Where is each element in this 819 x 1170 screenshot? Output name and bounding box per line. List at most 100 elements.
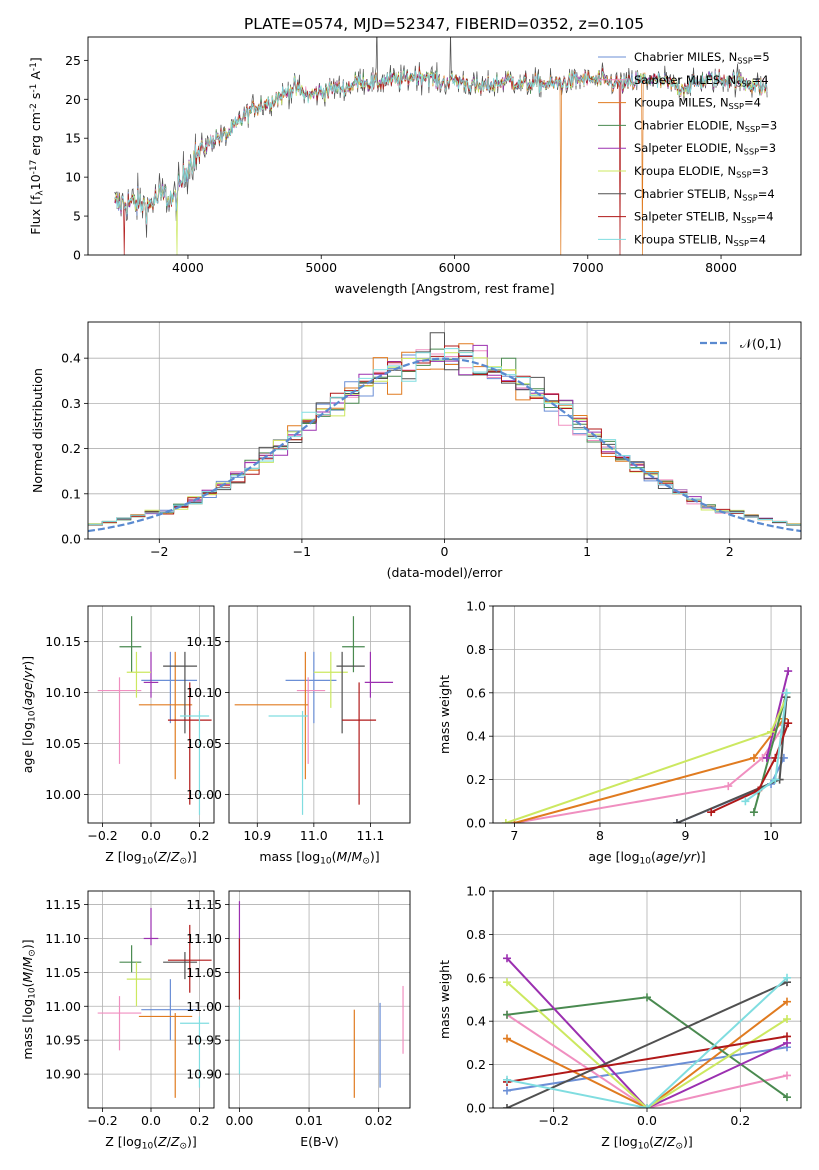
y-tick-label: 11.00	[186, 999, 222, 1014]
errorbar-salpeter-stelib	[342, 682, 377, 805]
weight-marker	[501, 819, 510, 823]
y-tick-label: 10.00	[45, 787, 81, 802]
chart-weight-vs-age: 7 8 9 10 0.0 0.2 0.4 0.6 0.8 1.0 age [log10​(age/y…	[437, 599, 802, 867]
y-tick-label: 11.00	[45, 999, 81, 1014]
plot-area	[97, 616, 212, 815]
y-axis-label: mass [log10​(M/M⊙​)]	[20, 939, 38, 1059]
x-axis-label: (data-model)/error	[387, 565, 504, 580]
y-axis-label: mass weight	[437, 675, 452, 754]
weight-line	[506, 1035, 788, 1083]
errorbar-kroupa-miles	[138, 1013, 193, 1098]
x-tick-label: 11.0	[300, 828, 328, 843]
y-tick-label: 5	[73, 209, 81, 224]
y-tick-label: 1.0	[466, 599, 486, 614]
errorbar-kroupa-elodie	[126, 651, 151, 698]
x-tick-label: 1	[583, 544, 591, 559]
weight-line	[676, 697, 788, 823]
y-tick-label: 0.4	[61, 351, 81, 366]
weight-line-kroupa-stelib	[741, 688, 791, 806]
weight-marker	[767, 727, 776, 736]
legend-entry: Kroupa MILES, NSSP=4	[634, 96, 761, 112]
x-axis-label: Z [log10​(Z/Z⊙​)]	[105, 849, 197, 867]
weight-marker	[782, 688, 791, 697]
y-tick-label: 10.90	[186, 1067, 222, 1082]
x-tick-label: −1	[293, 544, 311, 559]
x-tick-label: 11.1	[356, 828, 384, 843]
x-tick-label: 5000	[305, 260, 337, 275]
plot-area	[88, 332, 801, 533]
legend-entry: Salpeter MILES, NSSP=4	[634, 73, 769, 89]
x-axis-label: mass [log10​(M/M⊙​)]	[259, 849, 379, 867]
y-tick-label: 0.6	[466, 685, 486, 700]
y-tick-label: 10.10	[45, 685, 81, 700]
y-tick-label: 0.8	[466, 642, 486, 657]
errorbar-salpeter-miles	[296, 677, 326, 764]
plot-area	[238, 901, 404, 1098]
chart-spectrum: 4000 5000 6000 7000 8000 0 5 10 15 20 25 wavelength…	[28, 36, 802, 296]
y-axis-label: Flux [fλ​10-17​ erg cm-2​ s-1​ A-1​]	[28, 57, 46, 235]
y-tick-label: 11.15	[45, 897, 81, 912]
weight-line	[506, 1046, 788, 1092]
y-tick-label: 10.95	[186, 1033, 222, 1048]
errorbar-chabrier-elodie	[119, 616, 142, 673]
x-axis-label: wavelength [Angstrom, rest frame]	[334, 281, 554, 296]
chart-weight-vs-Z: −0.2 0.0 0.2 0.0 0.2 0.4 0.6 0.8 1.0 Z [log10​(Z/…	[437, 884, 802, 1152]
y-tick-label: 11.10	[45, 931, 81, 946]
weight-marker	[503, 1010, 511, 1019]
spectrum-line-chabrier-stelib	[114, 37, 768, 238]
weight-marker	[783, 997, 791, 1006]
chart-age-vs-mass: 10.9 11.0 11.1 10.00 10.05 10.10 10.15 mass [lo…	[186, 605, 411, 867]
y-axis-label: age [log10​(age/yr)]	[20, 656, 38, 773]
weight-marker	[503, 978, 511, 987]
weight-line-salpeter-elodie	[762, 667, 793, 762]
grid	[229, 606, 410, 823]
errorbar-salpeter-elodie	[364, 651, 394, 698]
y-tick-label: 0.3	[61, 396, 81, 411]
y-tick-label: 10.90	[45, 1067, 81, 1082]
plot-area	[503, 954, 791, 1108]
x-tick-label: −0.2	[87, 1113, 117, 1128]
y-tick-label: 11.15	[186, 897, 222, 912]
errorbar-salpeter-miles	[97, 677, 142, 764]
errorbar-chabrier-stelib	[163, 952, 198, 980]
y-axis-label: mass weight	[437, 960, 452, 1039]
errorbar-chabrier-elodie	[342, 616, 365, 673]
y-tick-label: 15	[65, 131, 81, 146]
y-tick-label: 0.0	[61, 532, 81, 547]
weight-marker	[783, 1032, 791, 1041]
errorbar-salpeter-miles	[97, 996, 142, 1051]
x-tick-label: 0.2	[190, 828, 210, 843]
y-axis-label: Normed distribution	[30, 368, 45, 493]
plot-area	[97, 907, 212, 1098]
x-tick-label: 0.0	[637, 1113, 657, 1128]
legend-entry: Salpeter ELODIE, NSSP=3	[634, 141, 776, 157]
y-tick-label: 11.10	[186, 931, 222, 946]
y-tick-label: 0.6	[466, 970, 486, 985]
weight-marker	[503, 1104, 511, 1108]
y-tick-label: 0	[73, 248, 81, 263]
y-tick-label: 0.1	[61, 486, 81, 501]
legend-entry: Kroupa ELODIE, NSSP=3	[634, 164, 769, 180]
weight-line	[506, 957, 788, 1108]
y-tick-label: 10.05	[45, 736, 81, 751]
weight-marker	[784, 719, 793, 728]
legend-entry: Chabrier STELIB, NSSP=4	[634, 187, 775, 203]
errorbar-chabrier-miles	[285, 651, 337, 724]
x-tick-label: 2	[726, 544, 734, 559]
legend-entry: Salpeter STELIB, NSSP=4	[634, 210, 774, 226]
weight-line	[765, 670, 790, 759]
errorbar-chabrier-elodie	[119, 945, 142, 973]
x-axis-label: Z [log10​(Z/Z⊙​)]	[601, 1134, 693, 1152]
grid	[493, 605, 801, 824]
normal-curve	[88, 357, 801, 533]
y-tick-label: 10.05	[186, 736, 222, 751]
weight-line	[506, 981, 788, 1108]
x-tick-label: 0.01	[295, 1113, 323, 1128]
chart-residuals: −2 −1 0 1 2 0.0 0.1 0.2 0.3 0.4 (data-model)/error…	[30, 321, 802, 580]
axes-frame	[228, 890, 411, 1109]
weight-marker	[503, 1034, 511, 1043]
weight-marker	[672, 819, 681, 823]
x-tick-label: 9	[682, 828, 690, 843]
y-tick-label: 10.95	[45, 1033, 81, 1048]
legend-entry: Chabrier ELODIE, NSSP=3	[634, 118, 777, 134]
